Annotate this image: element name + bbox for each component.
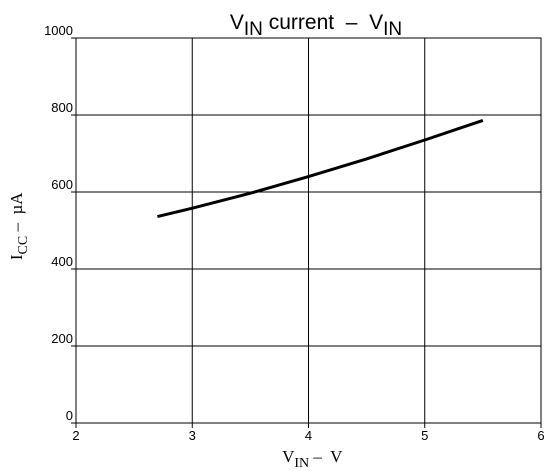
x-tick-label: 3 [189,428,196,443]
x-axis-label-rest: – V [309,447,343,466]
x-axis-label-subscript: IN [294,456,309,471]
y-axis-label-main: I [7,254,26,260]
y-axis-label-subscript: CC [16,236,31,255]
x-tick-label: 2 [72,428,79,443]
x-tick-label: 4 [305,428,312,443]
x-axis-label-main: V [282,447,295,466]
chart-title-main: V [230,11,244,34]
axis-ticks: 2 3 4 5 6 0 200 400 600 800 1000 [44,23,545,443]
y-tick-label: 200 [51,331,73,346]
y-axis-label: ICC – µA [7,181,31,282]
y-tick-label: 1000 [44,23,73,38]
x-tick-label: 6 [537,428,544,443]
chart-title-end-subscript: IN [383,19,402,40]
y-tick-label: 400 [51,254,73,269]
y-axis-label-rest: – µA [7,192,26,236]
series-line [157,118,484,219]
chart-title: VIN current – VIN [230,11,402,40]
grid-lines [76,38,541,423]
y-tick-label: 600 [51,177,73,192]
y-tick-label: 0 [66,408,73,423]
series-layer [157,118,484,219]
x-axis-label: VIN – V [261,447,355,471]
y-tick-label: 800 [51,100,73,115]
chart-title-middle: current – V [263,11,383,34]
x-tick-label: 5 [421,428,428,443]
chart-title-main-subscript: IN [244,19,263,40]
